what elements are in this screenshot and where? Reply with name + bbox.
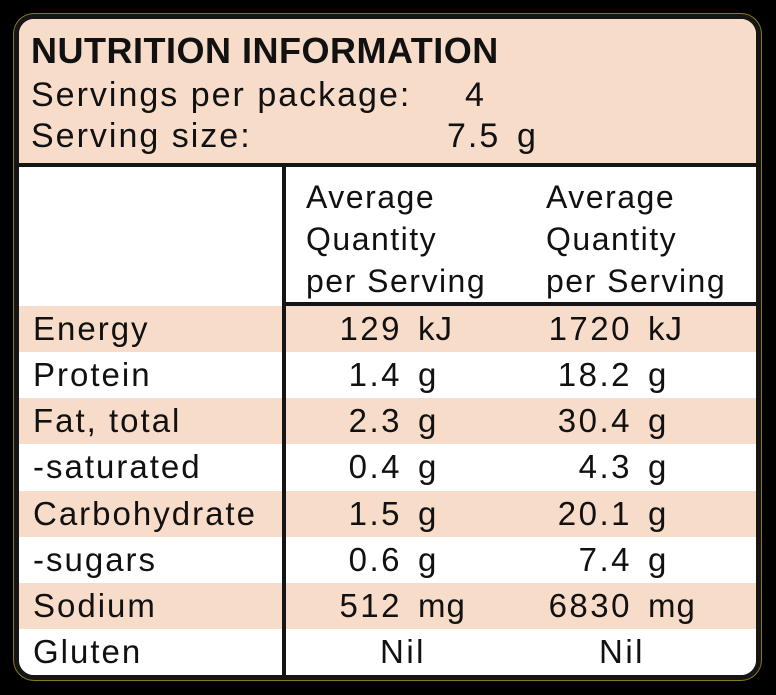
value-per-serving-2: 18.2 g (520, 356, 756, 394)
value-number: 0.6 (348, 540, 402, 578)
nutrient-row: Protein 1.4 g 18.2 g (19, 352, 756, 399)
nutrient-row: Gluten Nil Nil (19, 628, 756, 675)
column-header-spacer (19, 167, 282, 306)
column-header-line: Average (546, 179, 676, 215)
value-unit: g (648, 402, 668, 440)
value-unit: g (418, 356, 438, 394)
column-header-line: Quantity (546, 221, 678, 257)
nutrient-row: Sodium 512 mg 6830 mg (19, 582, 756, 629)
value-unit: g (648, 356, 668, 394)
value-unit: g (418, 448, 438, 486)
nutrient-row: Carbohydrate 1.5 g 20.1 g (19, 490, 756, 537)
value-number: 1720 (548, 310, 632, 348)
value-per-serving-1: 0.4 g (286, 448, 520, 486)
column-header-line: per Serving (546, 263, 727, 299)
value-per-serving-2: Nil (520, 633, 756, 671)
value-number: 0.4 (348, 448, 402, 486)
value-number: 4.3 (578, 448, 632, 486)
nutrient-name: Gluten (33, 632, 143, 670)
nutrition-panel: NUTRITION INFORMATION Servings per packa… (14, 14, 761, 680)
column-headers-box: Average Quantity per Serving Average Qua… (282, 167, 756, 306)
value-number: 6830 (548, 586, 632, 624)
nutrient-row: -sugars 0.6 g 7.4 g (19, 536, 756, 583)
value-number: 129 (339, 310, 402, 348)
header-divider (19, 163, 756, 167)
servings-per-package-label: Servings per package: (31, 76, 412, 114)
column-header-per-serving-1: Average Quantity per Serving (286, 167, 520, 302)
value-unit: g (418, 494, 438, 532)
nutrient-name: Energy (33, 310, 150, 348)
serving-size-unit: g (517, 117, 538, 155)
value-number: 1.5 (348, 494, 402, 532)
column-header-line: per Serving (306, 263, 487, 299)
value-unit: mg (648, 586, 696, 624)
nutrient-name: Protein (33, 356, 152, 394)
value-per-serving-2: 4.3 g (520, 448, 756, 486)
value-number: 18.2 (557, 356, 632, 394)
serving-size-line: Serving size: 7.5 g (31, 116, 756, 157)
panel-header: NUTRITION INFORMATION Servings per packa… (19, 19, 756, 163)
value-unit: g (418, 540, 438, 578)
nutrient-row: -saturated 0.4 g 4.3 g (19, 444, 756, 491)
column-header-line: Average (306, 179, 436, 215)
value-number: Nil (599, 632, 645, 670)
nutrient-name: -sugars (33, 540, 158, 578)
nutrient-row: Fat, total 2.3 g 30.4 g (19, 398, 756, 445)
value-unit: mg (418, 586, 466, 624)
value-per-serving-1: 0.6 g (286, 541, 520, 579)
nutrient-name: Sodium (33, 586, 157, 624)
value-per-serving-2: 30.4 g (520, 402, 756, 440)
serving-size-label: Serving size: (31, 117, 252, 155)
value-number: 30.4 (557, 402, 632, 440)
value-number: 7.4 (578, 540, 632, 578)
column-header-per-serving-2: Average Quantity per Serving (520, 167, 756, 302)
value-unit: g (418, 402, 438, 440)
servings-per-package-line: Servings per package: 4 (31, 75, 756, 116)
value-number: Nil (380, 632, 426, 670)
column-header-line: Quantity (306, 221, 438, 257)
value-per-serving-2: 6830 mg (520, 587, 756, 625)
value-number: 1.4 (348, 356, 402, 394)
value-unit: g (648, 448, 668, 486)
nutrient-row: Energy 129 kJ 1720 kJ (19, 306, 756, 353)
value-per-serving-2: 1720 kJ (520, 310, 756, 348)
value-per-serving-2: 7.4 g (520, 541, 756, 579)
servings-per-package-value: 4 (465, 76, 486, 114)
value-per-serving-1: 1.5 g (286, 495, 520, 533)
value-unit: g (648, 494, 668, 532)
column-divider (282, 163, 286, 675)
value-per-serving-1: Nil (286, 633, 520, 671)
nutrient-name: Fat, total (33, 402, 182, 440)
value-per-serving-1: 2.3 g (286, 402, 520, 440)
panel-title: NUTRITION INFORMATION (31, 30, 499, 71)
value-unit: kJ (418, 310, 453, 348)
nutrient-name: -saturated (33, 448, 202, 486)
serving-size-value: 7.5 (447, 117, 501, 155)
value-per-serving-1: 1.4 g (286, 356, 520, 394)
value-number: 20.1 (557, 494, 632, 532)
nutrient-name: Carbohydrate (33, 494, 257, 532)
value-per-serving-1: 129 kJ (286, 310, 520, 348)
value-per-serving-1: 512 mg (286, 587, 520, 625)
value-number: 512 (339, 586, 402, 624)
nutrient-rows: Energy 129 kJ 1720 kJ Protein 1.4 g 18.2… (19, 306, 756, 675)
value-number: 2.3 (348, 402, 402, 440)
value-per-serving-2: 20.1 g (520, 495, 756, 533)
value-unit: kJ (648, 310, 683, 348)
column-header-band: Average Quantity per Serving Average Qua… (19, 167, 756, 306)
value-unit: g (648, 540, 668, 578)
